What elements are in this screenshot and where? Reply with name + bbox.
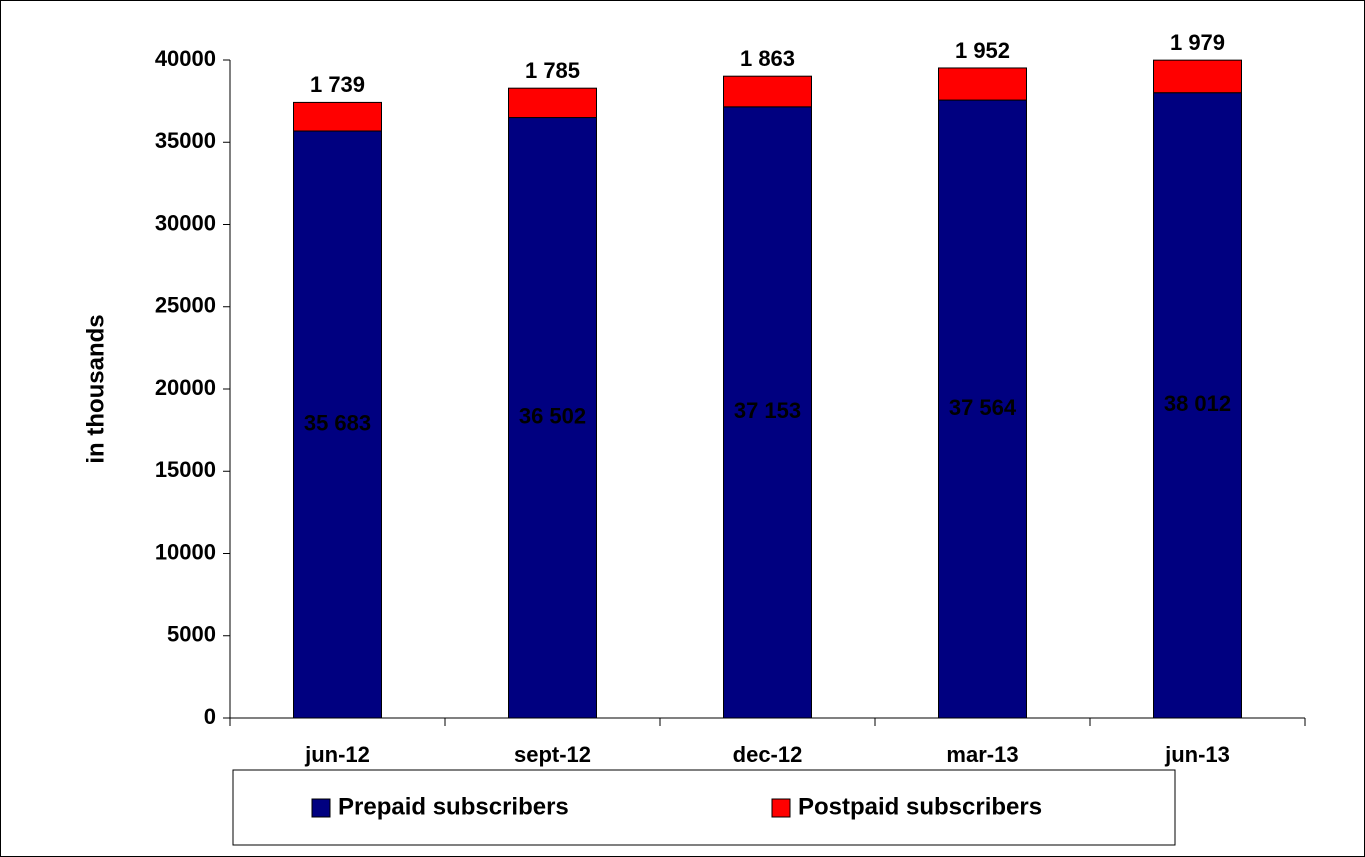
x-tick-label: jun-12 [304, 742, 370, 767]
data-label: 38 012 [1164, 391, 1231, 416]
x-tick-label: mar-13 [946, 742, 1018, 767]
legend-label: Postpaid subscribers [798, 793, 1042, 820]
data-label: 1 863 [740, 46, 795, 71]
y-tick-label: 20000 [155, 375, 216, 400]
bar-segment [723, 106, 812, 719]
y-tick-label: 5000 [167, 622, 216, 647]
y-tick-label: 10000 [155, 539, 216, 564]
data-label: 1 785 [525, 58, 580, 83]
bar-segment [938, 99, 1027, 719]
bar-segment [508, 87, 597, 119]
y-tick-label: 25000 [155, 293, 216, 318]
x-tick-label: jun-13 [1164, 742, 1230, 767]
x-tick-label: sept-12 [514, 742, 591, 767]
bar-segment [508, 117, 597, 719]
data-label: 1 979 [1170, 30, 1225, 55]
legend-label: Prepaid subscribers [338, 793, 569, 820]
data-label: 35 683 [304, 410, 371, 435]
bar-segment [1153, 92, 1242, 719]
data-label: 1 952 [955, 38, 1010, 63]
y-tick-label: 30000 [155, 210, 216, 235]
bar-segment [938, 67, 1027, 101]
bar-segment [293, 130, 382, 719]
legend-swatch [311, 798, 331, 818]
y-tick-label: 15000 [155, 457, 216, 482]
x-tick-label: dec-12 [733, 742, 803, 767]
y-tick-label: 0 [204, 704, 216, 729]
y-axis-label: in thousands [82, 314, 109, 463]
bar-segment [723, 75, 812, 108]
legend-box [232, 769, 1176, 846]
bar-segment [1153, 59, 1242, 94]
y-tick-label: 35000 [155, 128, 216, 153]
bar-segment [293, 101, 382, 132]
data-label: 1 739 [310, 72, 365, 97]
y-tick-label: 40000 [155, 46, 216, 71]
data-label: 36 502 [519, 404, 586, 429]
data-label: 37 153 [734, 398, 801, 423]
data-label: 37 564 [949, 395, 1017, 420]
legend-swatch [771, 798, 791, 818]
